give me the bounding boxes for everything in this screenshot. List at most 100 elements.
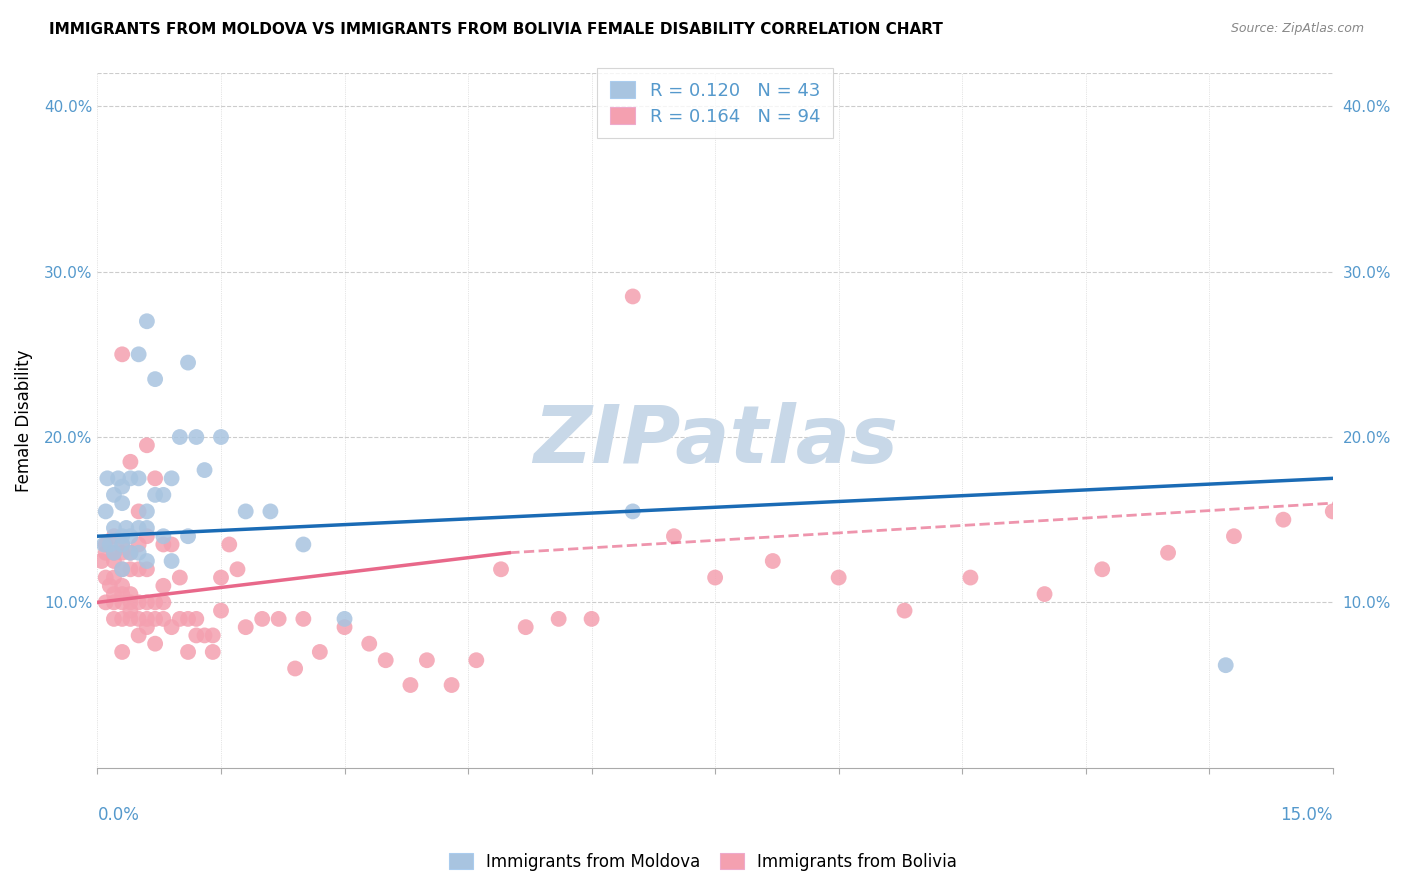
Point [1157,546,1180,560]
Point [143,471,166,485]
Point [186,628,208,642]
Point [128,562,150,576]
Text: Source: ZipAtlas.com: Source: ZipAtlas.com [1230,22,1364,36]
Point [103,529,125,543]
Point [333,620,356,634]
Point [94,570,117,584]
Point [621,504,644,518]
Point [103,570,125,584]
Point [226,562,249,576]
Point [135,438,157,452]
Point [135,521,157,535]
Point [581,612,603,626]
Point [1223,529,1246,543]
Text: IMMIGRANTS FROM MOLDOVA VS IMMIGRANTS FROM BOLIVIA FEMALE DISABILITY CORRELATION: IMMIGRANTS FROM MOLDOVA VS IMMIGRANTS FR… [49,22,943,37]
Point [120,455,142,469]
Text: 15.0%: 15.0% [1281,805,1333,824]
Point [128,347,150,361]
Point [1033,587,1056,601]
Point [186,430,208,444]
Point [359,637,381,651]
Point [111,537,134,551]
Point [160,537,183,551]
Point [90,554,112,568]
Point [308,645,330,659]
Point [621,289,644,303]
Point [93,537,115,551]
Point [333,612,356,626]
Point [103,546,125,560]
Point [107,471,129,485]
Point [111,579,134,593]
Point [292,612,315,626]
Point [267,612,290,626]
Point [143,612,166,626]
Point [120,471,142,485]
Point [209,604,232,618]
Point [111,537,134,551]
Point [177,645,200,659]
Point [547,612,569,626]
Point [111,480,134,494]
Point [169,612,191,626]
Point [135,314,157,328]
Point [893,604,915,618]
Point [128,504,150,518]
Point [98,537,121,551]
Point [201,645,224,659]
Point [662,529,685,543]
Point [103,595,125,609]
Point [827,570,849,584]
Point [1215,658,1237,673]
Point [128,612,150,626]
Point [135,554,157,568]
Text: 0.0%: 0.0% [97,805,139,824]
Point [111,562,134,576]
Point [128,521,150,535]
Point [120,587,142,601]
Text: ZIPatlas: ZIPatlas [533,402,897,480]
Point [143,488,166,502]
Point [120,546,142,560]
Point [111,595,134,609]
Point [186,612,208,626]
Point [120,595,142,609]
Point [704,570,727,584]
Point [152,488,174,502]
Point [96,471,118,485]
Point [292,537,315,551]
Point [120,562,142,576]
Point [120,604,142,618]
Point [209,570,232,584]
Point [128,471,150,485]
Point [152,579,174,593]
Point [143,595,166,609]
Point [177,529,200,543]
Point [374,653,396,667]
Point [1322,504,1344,518]
Point [128,537,150,551]
Point [284,661,307,675]
Point [135,612,157,626]
Point [111,562,134,576]
Point [250,612,273,626]
Point [1091,562,1114,576]
Point [160,620,183,634]
Point [111,587,134,601]
Point [120,529,142,543]
Point [98,579,121,593]
Point [489,562,512,576]
Point [152,595,174,609]
Point [235,504,257,518]
Point [1272,513,1295,527]
Point [152,537,174,551]
Point [128,628,150,642]
Point [120,546,142,560]
Point [218,537,240,551]
Point [235,620,257,634]
Point [94,595,117,609]
Point [111,612,134,626]
Point [111,645,134,659]
Point [103,554,125,568]
Point [193,628,215,642]
